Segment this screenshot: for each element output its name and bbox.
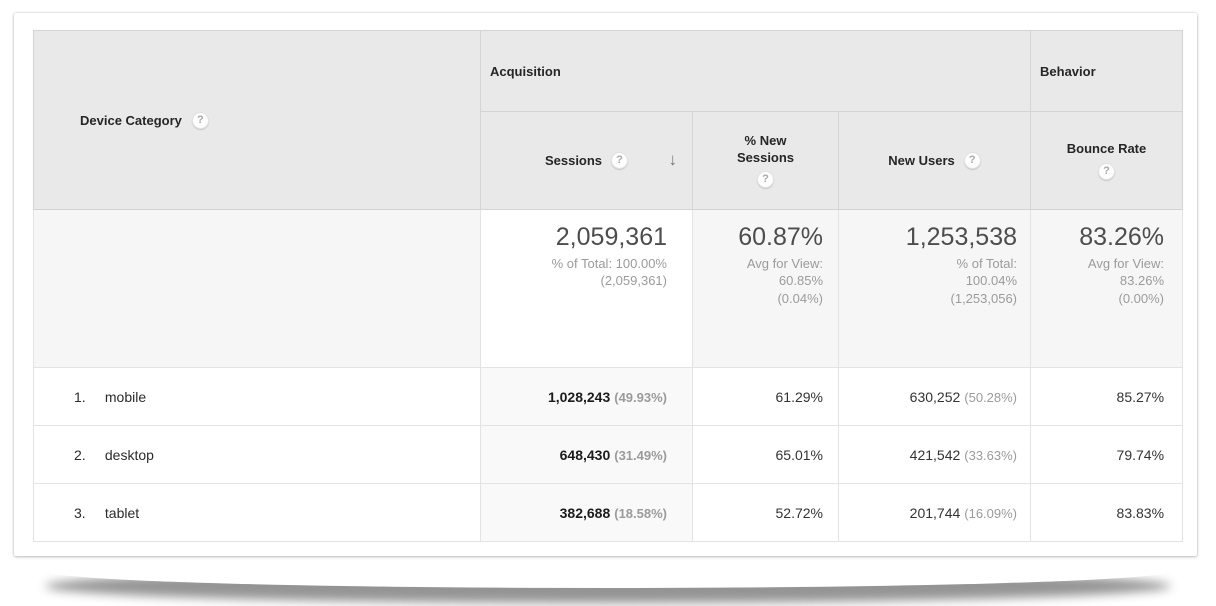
help-icon[interactable]: ? (963, 152, 981, 169)
device-link[interactable]: mobile (104, 388, 147, 405)
table-row-mobile: 1. mobile 1,028,243 (49.93%) 61.29% 630,2… (33, 367, 1184, 426)
sessions-total-note: % of Total: 100.00% (551, 255, 667, 271)
new-sessions-note: Avg for View: (746, 255, 823, 271)
column-header-device-category: Device Category ? (33, 30, 481, 210)
summary-new-sessions: 60.87% Avg for View: 60.85% (0.04%) (692, 209, 839, 368)
sort-descending-icon[interactable]: ↓ (668, 149, 678, 169)
new-sessions-cell: 52.72% (692, 483, 839, 542)
new-users-value: 201,744 (909, 504, 961, 521)
sessions-total: 2,059,361 (555, 223, 667, 251)
summary-sessions: 2,059,361 % of Total: 100.00% (2,059,361… (480, 209, 693, 368)
column-header-new-users[interactable]: New Users ? (837, 111, 1032, 210)
sessions-value: 1,028,243 (547, 388, 611, 405)
row-rank: 1. (74, 388, 86, 405)
new-sessions-cell: 65.01% (692, 425, 839, 484)
help-icon[interactable]: ? (757, 171, 774, 189)
new-users-note: % of Total: (956, 255, 1018, 271)
report-card: Device Category ? Acquisition Behavior (14, 13, 1197, 556)
device-category-table: Device Category ? Acquisition Behavior (33, 30, 1184, 542)
sessions-value: 648,430 (559, 446, 611, 463)
new-sessions-cell: 61.29% (692, 367, 839, 426)
bounce-rate-cell: 85.27% (1030, 367, 1184, 426)
bounce-rate-note: Avg for View: (1087, 255, 1165, 271)
new-users-cell: 201,744 (16.09%) (837, 483, 1032, 542)
metric-header-row: Sessions ? ↓ % New Sessions ? New (34, 111, 1184, 210)
new-sessions-note: 60.85% (778, 273, 823, 289)
bounce-rate-label: Bounce Rate (1066, 141, 1147, 157)
sessions-percent: (18.58%) (614, 505, 667, 521)
group-header-acquisition: Acquisition (479, 30, 1032, 112)
help-icon[interactable]: ? (611, 152, 629, 169)
table-row-tablet: 3. tablet 382,688 (18.58%) 52.72% 201,744… (33, 483, 1184, 542)
group-header-row: Device Category ? Acquisition Behavior (33, 30, 1184, 210)
new-users-value: 421,542 (909, 446, 961, 463)
new-sessions-note: (0.04%) (777, 290, 823, 306)
new-users-note: 100.04% (965, 273, 1018, 289)
card-drop-shadow (45, 554, 1171, 588)
new-sessions-avg: 60.87% (738, 223, 823, 251)
summary-new-users: 1,253,538 % of Total: 100.04% (1,253,056… (837, 209, 1032, 368)
sessions-cell: 382,688 (18.58%) (480, 483, 693, 542)
new-users-percent: (33.63%) (964, 447, 1018, 463)
help-icon[interactable]: ? (1098, 162, 1116, 180)
row-rank: 2. (74, 446, 86, 463)
sessions-cell: 1,028,243 (49.93%) (480, 367, 693, 426)
new-users-value: 630,252 (909, 388, 961, 405)
row-rank: 3. (74, 504, 86, 521)
sessions-value: 382,688 (559, 504, 611, 521)
bounce-rate-avg: 83.26% (1079, 223, 1165, 251)
new-users-percent: (16.09%) (964, 505, 1018, 521)
new-users-cell: 421,542 (33.63%) (837, 425, 1032, 484)
sessions-percent: (31.49%) (614, 447, 667, 463)
help-icon[interactable]: ? (191, 111, 209, 129)
new-users-total: 1,253,538 (905, 223, 1018, 251)
summary-device-cell (33, 209, 481, 368)
group-header-behavior: Behavior (1030, 30, 1184, 112)
bounce-rate-note: 83.26% (1119, 273, 1165, 289)
column-header-bounce-rate[interactable]: Bounce Rate ? (1030, 111, 1184, 210)
sessions-percent: (49.93%) (614, 389, 667, 405)
summary-bounce-rate: 83.26% Avg for View: 83.26% (0.00%) (1030, 209, 1184, 368)
column-header-sessions[interactable]: Sessions ? ↓ (480, 111, 693, 210)
behavior-label: Behavior (1040, 63, 1096, 79)
bounce-rate-cell: 83.83% (1030, 483, 1184, 542)
sessions-total-note: (2,059,361) (600, 273, 668, 289)
column-header-new-sessions[interactable]: % New Sessions ? (692, 111, 839, 210)
new-sessions-label: % New Sessions (736, 132, 795, 165)
bounce-rate-cell: 79.74% (1030, 425, 1184, 484)
sessions-label: Sessions (544, 153, 603, 168)
new-users-note: (1,253,056) (950, 290, 1018, 306)
new-users-cell: 630,252 (50.28%) (837, 367, 1032, 426)
acquisition-label: Acquisition (490, 63, 561, 79)
new-users-percent: (50.28%) (964, 389, 1018, 405)
bounce-rate-note: (0.00%) (1118, 290, 1165, 306)
device-cell: 1. mobile (33, 367, 481, 426)
sessions-cell: 648,430 (31.49%) (480, 425, 693, 484)
device-cell: 2. desktop (33, 425, 481, 484)
device-link[interactable]: tablet (104, 504, 140, 521)
table-row-desktop: 2. desktop 648,430 (31.49%) 65.01% 421,54… (33, 425, 1184, 484)
summary-row: 2,059,361 % of Total: 100.00% (2,059,361… (33, 209, 1184, 368)
device-cell: 3. tablet (33, 483, 481, 542)
device-category-label: Device Category (80, 112, 182, 128)
device-link[interactable]: desktop (104, 446, 154, 463)
new-users-label: New Users (888, 153, 955, 168)
